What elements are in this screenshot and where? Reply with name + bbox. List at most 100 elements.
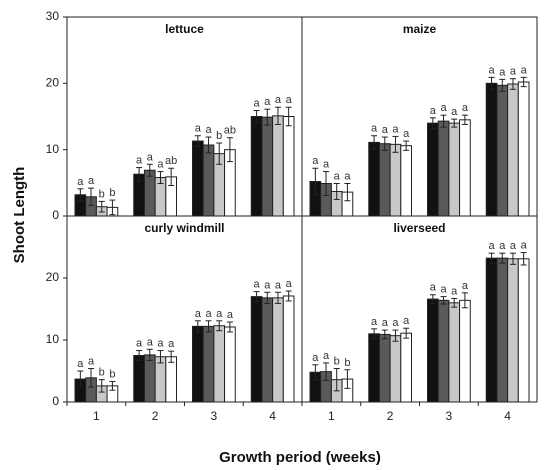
significance-letter: a bbox=[371, 123, 378, 135]
bar bbox=[133, 355, 145, 403]
y-tick-label: 10 bbox=[46, 332, 60, 346]
y-tick-label: 0 bbox=[52, 208, 59, 222]
significance-letter: b bbox=[344, 357, 350, 369]
bar bbox=[507, 83, 519, 217]
significance-letter: a bbox=[430, 105, 437, 117]
bar bbox=[485, 82, 498, 217]
significance-letter: a bbox=[323, 350, 330, 362]
bar bbox=[261, 116, 274, 217]
significance-letter: a bbox=[195, 123, 202, 135]
significance-letter: a bbox=[216, 308, 223, 320]
significance-letter: a bbox=[77, 176, 84, 188]
significance-letter: a bbox=[264, 96, 271, 108]
significance-letter: a bbox=[382, 124, 389, 136]
bar bbox=[202, 144, 215, 217]
significance-letter: a bbox=[451, 106, 458, 118]
significance-letter: a bbox=[440, 102, 447, 114]
significance-letter: a bbox=[136, 338, 143, 350]
significance-letter: a bbox=[510, 240, 517, 252]
x-axis-title: Growth period (weeks) bbox=[219, 449, 381, 466]
significance-letter: b bbox=[99, 367, 105, 379]
significance-letter: a bbox=[403, 315, 410, 327]
significance-letter: a bbox=[157, 338, 164, 350]
significance-letter: a bbox=[254, 98, 261, 110]
significance-letter: a bbox=[264, 279, 271, 291]
y-tick-label: 10 bbox=[46, 142, 60, 156]
significance-letter: a bbox=[392, 317, 399, 329]
bar bbox=[368, 141, 380, 217]
x-tick-label: 2 bbox=[152, 409, 159, 423]
significance-letter: a bbox=[499, 66, 506, 78]
bar bbox=[378, 333, 391, 403]
significance-letter: a bbox=[489, 240, 496, 252]
bar bbox=[202, 325, 215, 403]
significance-letter: ab bbox=[224, 125, 236, 137]
significance-letter: a bbox=[382, 317, 389, 329]
bar bbox=[192, 140, 204, 217]
y-tick-label: 0 bbox=[52, 394, 59, 408]
bar bbox=[165, 356, 177, 403]
y-tick-label: 20 bbox=[46, 76, 60, 90]
bar bbox=[459, 119, 471, 217]
significance-letter: b bbox=[109, 369, 115, 381]
x-tick-label: 4 bbox=[504, 409, 511, 423]
bar bbox=[192, 325, 204, 403]
y-tick-label: 30 bbox=[46, 9, 60, 23]
significance-letter: a bbox=[205, 124, 212, 136]
significance-letter: a bbox=[88, 356, 95, 368]
bar bbox=[378, 143, 391, 217]
significance-letter: a bbox=[205, 308, 212, 320]
significance-letter: a bbox=[275, 94, 282, 106]
significance-letter: a bbox=[147, 336, 154, 348]
bar bbox=[389, 143, 402, 217]
significance-letter: a bbox=[403, 128, 410, 140]
significance-letter: a bbox=[286, 278, 293, 290]
significance-letter: a bbox=[286, 94, 293, 106]
significance-letter: a bbox=[489, 64, 496, 76]
bar bbox=[213, 325, 226, 403]
significance-letter: b bbox=[216, 130, 222, 142]
significance-letter: a bbox=[462, 102, 469, 114]
bar bbox=[368, 333, 380, 403]
bar bbox=[250, 296, 263, 403]
significance-letter: a bbox=[344, 170, 351, 182]
significance-letter: a bbox=[451, 285, 458, 297]
bar bbox=[496, 84, 509, 217]
bar bbox=[389, 335, 402, 403]
significance-letter: a bbox=[521, 240, 528, 252]
significance-letter: a bbox=[254, 279, 261, 291]
bar bbox=[448, 122, 461, 217]
significance-letter: a bbox=[392, 123, 399, 135]
bar bbox=[154, 356, 167, 403]
x-tick-label: 3 bbox=[446, 409, 453, 423]
significance-letter: a bbox=[462, 280, 469, 292]
significance-letter: a bbox=[323, 159, 330, 171]
significance-letter: a bbox=[157, 159, 164, 171]
significance-letter: b bbox=[99, 188, 105, 200]
panel-title: maize bbox=[403, 22, 437, 36]
bar bbox=[448, 302, 461, 403]
significance-letter: a bbox=[312, 155, 319, 167]
bar bbox=[261, 297, 274, 403]
significance-letter: a bbox=[510, 66, 517, 78]
bar bbox=[282, 116, 295, 217]
significance-letter: a bbox=[312, 352, 319, 364]
significance-letter: a bbox=[440, 284, 447, 296]
significance-letter: a bbox=[521, 64, 528, 76]
panel-title: lettuce bbox=[165, 22, 204, 36]
significance-letter: b bbox=[334, 356, 340, 368]
x-tick-label: 3 bbox=[211, 409, 218, 423]
significance-letter: a bbox=[88, 175, 95, 187]
bar bbox=[224, 326, 236, 403]
bar bbox=[143, 169, 156, 217]
significance-letter: a bbox=[275, 279, 282, 291]
significance-letter: a bbox=[147, 151, 154, 163]
significance-letter: b bbox=[109, 187, 115, 199]
significance-letter: a bbox=[195, 308, 202, 320]
significance-letter: ab bbox=[165, 155, 177, 167]
y-axis-title: Shoot Length bbox=[11, 167, 28, 264]
bar bbox=[272, 297, 284, 403]
x-tick-label: 4 bbox=[269, 409, 276, 423]
panel-frame bbox=[301, 215, 538, 403]
